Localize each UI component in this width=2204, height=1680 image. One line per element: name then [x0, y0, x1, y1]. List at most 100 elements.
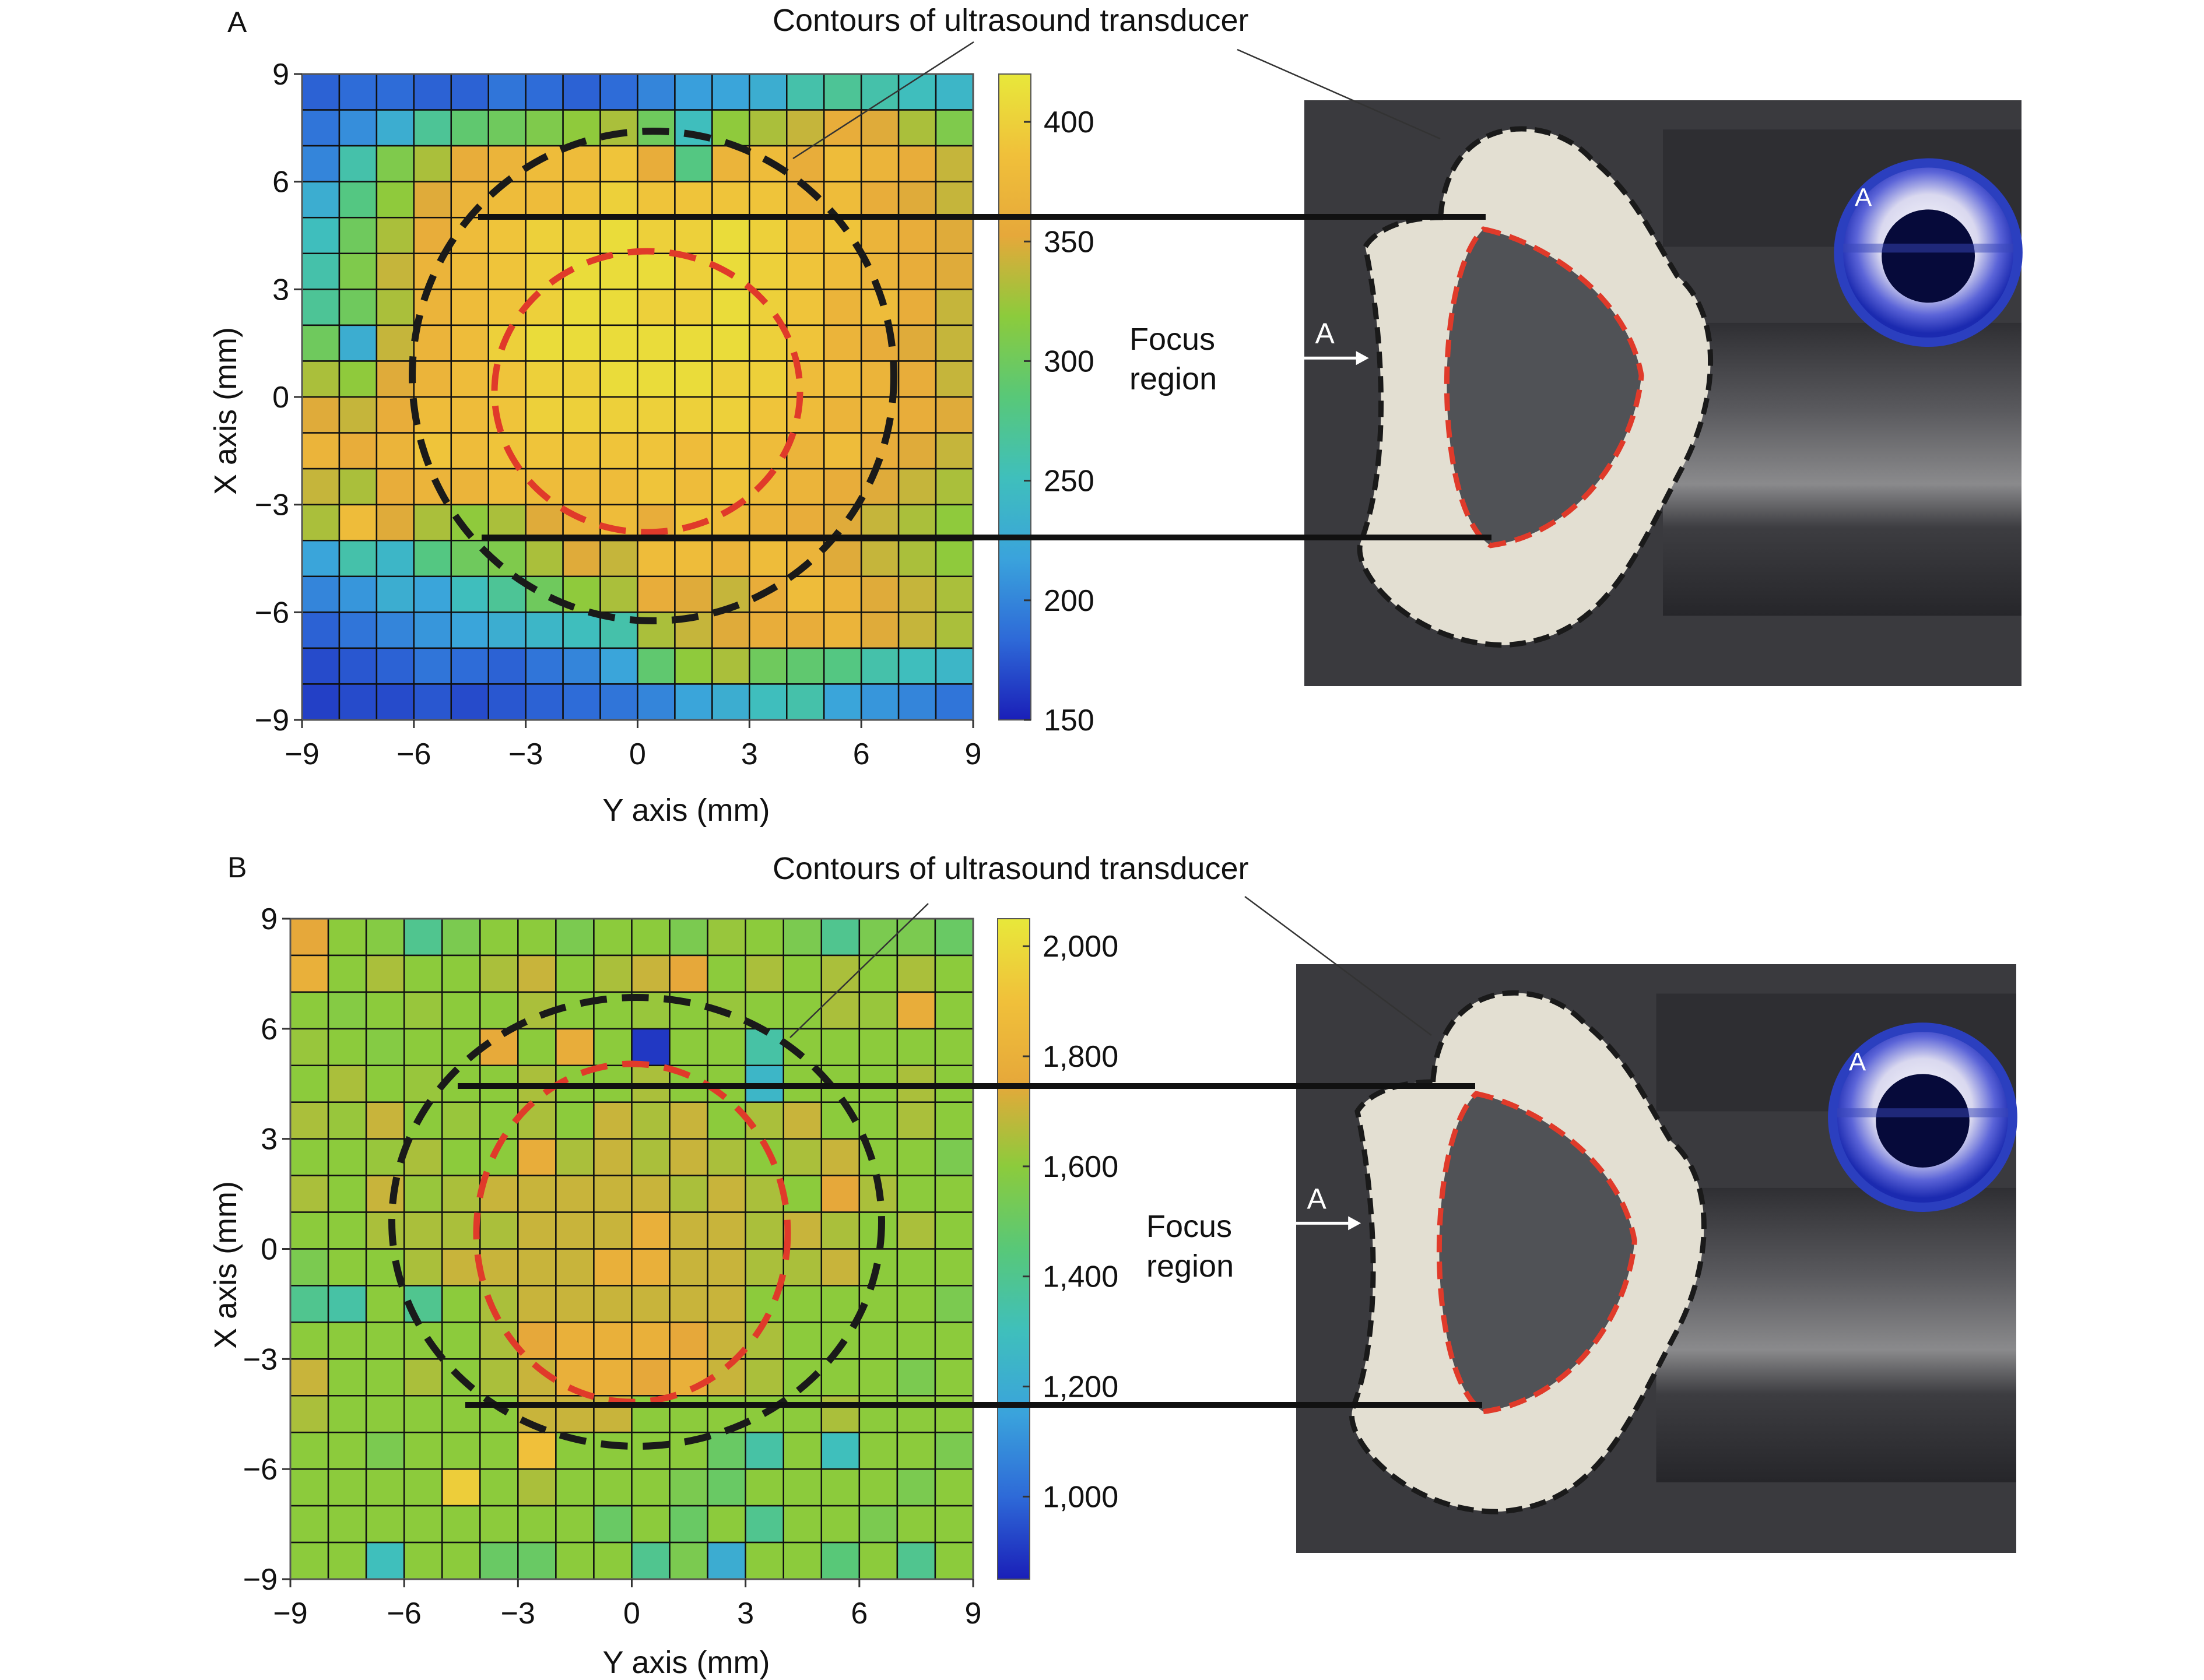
heatmap-cell — [599, 145, 638, 182]
heatmap-cell — [935, 181, 974, 219]
heatmap-cell — [674, 360, 713, 398]
heatmap-cell — [403, 954, 443, 993]
heatmap-cell — [338, 683, 378, 721]
heatmap-cell — [327, 1395, 367, 1433]
contour-leader-line — [792, 41, 974, 160]
heatmap-cell — [782, 1468, 823, 1507]
heatmap-cell — [749, 539, 788, 578]
heatmap-cell — [749, 647, 788, 685]
heatmap-cell — [934, 1138, 974, 1176]
heatmap-cell — [674, 324, 713, 362]
heatmap-cell — [669, 1541, 708, 1580]
heatmap-cell — [896, 1028, 936, 1067]
heatmap-cell — [562, 647, 601, 685]
heatmap-cell — [782, 991, 823, 1030]
heatmap-cell — [786, 145, 825, 182]
heatmap-cell — [749, 109, 788, 147]
heatmap-cell — [487, 504, 527, 542]
heatmap-cell — [487, 683, 527, 721]
heatmap-cell — [823, 647, 862, 685]
heatmap-cell — [674, 289, 713, 326]
heatmap-cell — [479, 1358, 519, 1397]
heatmap-cell — [934, 1028, 974, 1067]
heatmap-cell — [403, 1468, 443, 1507]
heatmap-cell — [599, 324, 638, 362]
heatmap-cell — [555, 1468, 595, 1507]
heatmap-cell — [935, 252, 974, 290]
heatmap-cell — [786, 575, 825, 613]
colorbar-scale — [997, 918, 1030, 1580]
heatmap-cell — [338, 504, 378, 542]
transducer-photo-a: AA — [1300, 100, 2023, 686]
heatmap-cell — [749, 683, 788, 721]
heatmap-cell — [897, 289, 937, 326]
heatmap-cell — [786, 289, 825, 326]
heatmap-cell — [637, 145, 676, 182]
heatmap-cell — [934, 1395, 974, 1433]
heatmap-cell — [820, 1541, 861, 1580]
heatmap-cell — [823, 432, 862, 470]
heatmap-cell — [674, 216, 713, 255]
heatmap-cell — [935, 647, 974, 685]
heatmap-cell — [935, 360, 974, 398]
colorbar-tick-label: 150 — [1044, 704, 1094, 737]
heatmap-cell — [365, 1541, 405, 1580]
heatmap-cell — [593, 954, 633, 993]
heatmap-cell — [896, 1505, 936, 1544]
heatmap-cell — [935, 289, 974, 326]
heatmap-cell — [935, 109, 974, 147]
heatmap-cell — [934, 918, 974, 957]
heatmap-cell — [858, 1541, 899, 1580]
heatmap-cell — [860, 647, 900, 685]
heatmap-cell — [637, 647, 676, 685]
heatmap-cell — [782, 1101, 823, 1140]
heatmap-cell — [674, 396, 713, 434]
heatmap-cell — [637, 216, 676, 255]
heatmap-cell — [338, 432, 378, 470]
heatmap-cell — [555, 1211, 595, 1250]
heatmap-cell — [517, 1321, 557, 1360]
colorbar-tick-label: 1,400 — [1043, 1260, 1118, 1294]
heatmap-cell — [934, 1211, 974, 1250]
heatmap-cell — [365, 1431, 405, 1470]
heatmap-cell — [782, 1395, 823, 1433]
heatmap-cell — [562, 181, 601, 219]
heatmap-cell — [669, 1138, 708, 1176]
heatmap-cell — [562, 324, 601, 362]
heatmap-cell — [289, 1138, 329, 1176]
x-tick-label: 9 — [965, 737, 982, 771]
heatmap-cell — [338, 611, 378, 649]
heatmap-cell — [631, 1541, 671, 1580]
heatmap-cell — [327, 1248, 367, 1287]
heatmap-a-cells — [301, 73, 974, 721]
heatmap-cell — [745, 918, 784, 957]
heatmap-cell — [301, 611, 341, 649]
heatmap-cell — [786, 647, 825, 685]
heatmap-cell — [562, 289, 601, 326]
heatmap-cell — [517, 954, 557, 993]
focus-region-outline — [1444, 226, 1644, 549]
y-tick-label: −6 — [243, 1453, 278, 1486]
x-tick-label: 3 — [737, 1597, 754, 1630]
heatmap-cell — [823, 324, 862, 362]
heatmap-cell — [479, 1211, 519, 1250]
heatmap-cell — [525, 683, 564, 721]
heatmap-cell — [674, 647, 713, 685]
heatmap-cell — [637, 289, 676, 326]
colorbar-tick-label: 1,600 — [1043, 1150, 1118, 1184]
heatmap-cell — [786, 109, 825, 147]
heatmap-cell — [711, 539, 750, 578]
heatmap-cell — [450, 611, 489, 649]
heatmap-cell — [897, 611, 937, 649]
contour-label-b: Contours of ultrasound transducer — [773, 851, 1248, 886]
heatmap-cell — [365, 1138, 405, 1176]
heatmap-cell — [749, 396, 788, 434]
heatmap-cell — [441, 1175, 481, 1213]
heatmap-cell — [896, 954, 936, 993]
heatmap-cell — [669, 1468, 708, 1507]
contour-leader-line — [1237, 48, 1441, 140]
heatmap-cell — [413, 181, 452, 219]
heatmap-cell — [674, 575, 713, 613]
heatmap-cell — [555, 1541, 595, 1580]
heatmap-cell — [365, 954, 405, 993]
